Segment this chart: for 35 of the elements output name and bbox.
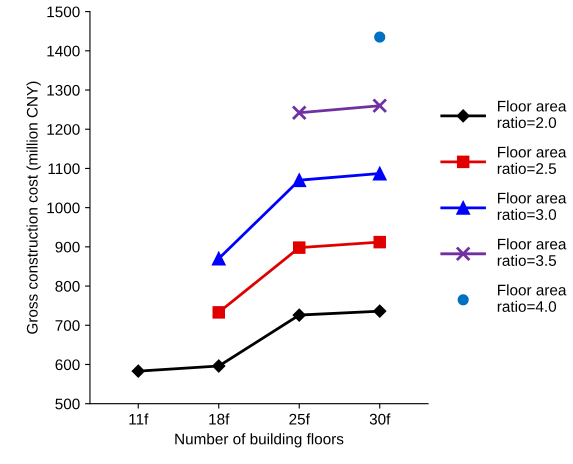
x-tick-label: 18f [209, 413, 230, 425]
point [374, 32, 386, 43]
point [292, 173, 306, 188]
point [373, 304, 386, 318]
y-tick-label: 1400 [47, 46, 80, 56]
y-tick-label: 700 [56, 320, 80, 331]
point [212, 306, 225, 319]
y-tick-label: 600 [56, 359, 80, 370]
x-tick-label: 11f [129, 413, 148, 424]
point [212, 359, 226, 373]
y-tick-label: 900 [55, 242, 80, 253]
y-tick-label: 500 [55, 398, 80, 410]
legend-label: Floor area ratio=3.0 [498, 192, 566, 220]
point [292, 308, 306, 322]
legend-label: Floor area ratio=4.0 [498, 284, 566, 312]
y-tick-label: 1500 [47, 6, 80, 18]
y-tick-label: 800 [55, 280, 80, 292]
y-tick-label: 1000 [47, 202, 80, 214]
x-tick-label: 30f [370, 413, 390, 425]
x-axis-title: Number of building floors [175, 433, 344, 448]
point [132, 364, 145, 378]
legend-label: Floor area ratio=3.5 [498, 238, 566, 266]
x-tick-label: 25f [289, 413, 310, 425]
legend-label: Floor area ratio=2.0 [498, 100, 566, 128]
point [373, 236, 386, 248]
point [372, 98, 388, 114]
y-axis-title: Gross construction cost (million CNY) [26, 82, 41, 334]
point [372, 166, 387, 180]
y-tick-label: 1300 [47, 84, 80, 96]
point [292, 241, 306, 254]
point [212, 252, 226, 266]
y-tick-label: 1100 [48, 163, 80, 174]
point [292, 105, 307, 120]
y-tick-label: 1200 [47, 124, 80, 135]
legend-label: Floor area ratio=2.5 [498, 146, 566, 174]
